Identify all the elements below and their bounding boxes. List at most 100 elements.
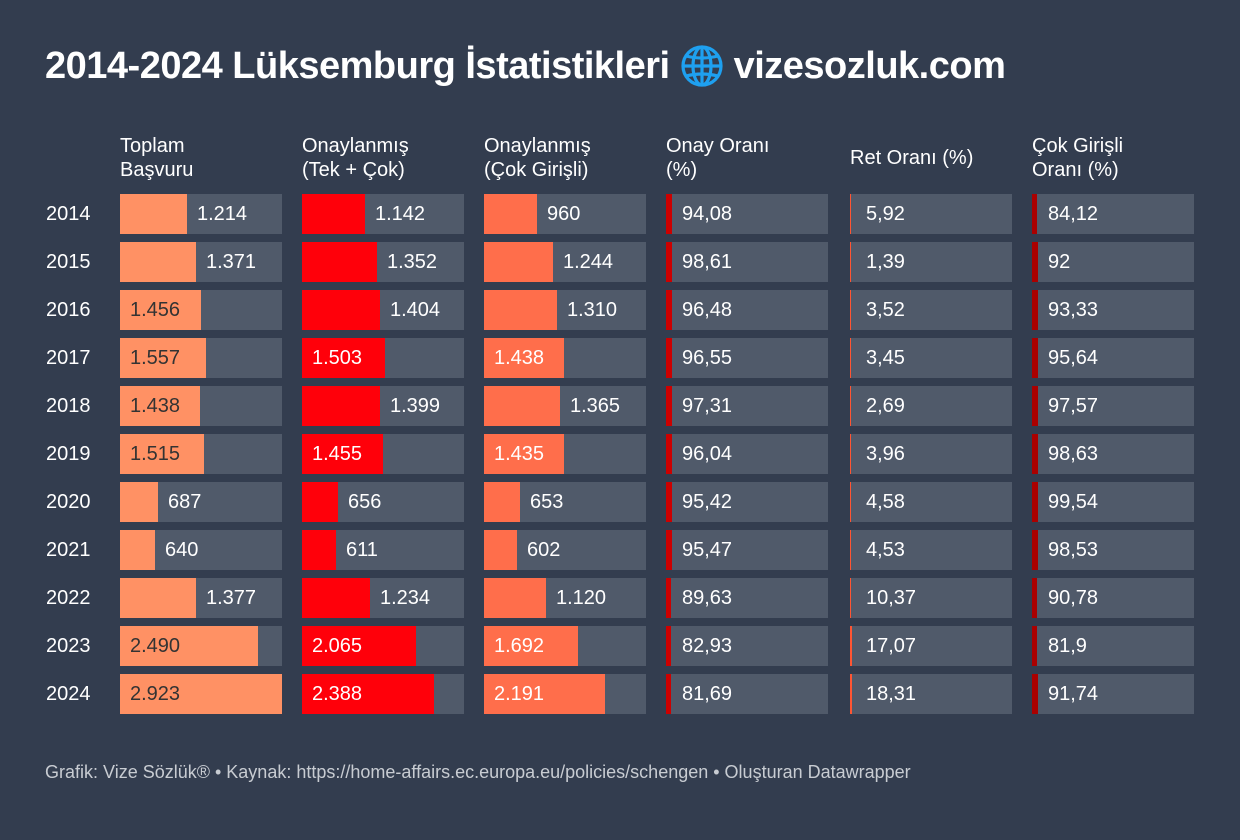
value-label: 1.435 <box>494 443 545 465</box>
chart-title: 2014-2024 Lüksemburg İstatistikleri vize… <box>45 44 1006 88</box>
value-label: 1.310 <box>567 299 618 321</box>
value-label: 960 <box>547 203 581 225</box>
bar-approved <box>302 194 365 234</box>
cell-refusal-rate: 3,45 <box>850 338 1012 378</box>
value-label: 1.557 <box>130 347 181 369</box>
value-label: 1.455 <box>312 443 363 465</box>
cell-multi: 1.365 <box>484 386 646 426</box>
value-label: 611 <box>346 539 378 561</box>
value-label: 4,53 <box>866 539 905 561</box>
value-label: 92 <box>1048 251 1071 273</box>
value-label: 84,12 <box>1048 203 1099 225</box>
bar-multi-rate <box>1032 578 1037 618</box>
value-label: 99,54 <box>1048 491 1099 513</box>
value-label: 3,96 <box>866 443 905 465</box>
bar-approval-rate <box>666 290 672 330</box>
value-label: 98,53 <box>1048 539 1099 561</box>
cell-multi-rate: 95,64 <box>1032 338 1194 378</box>
cell-approval-rate: 97,31 <box>666 386 828 426</box>
bar-multi <box>484 482 520 522</box>
value-label: 1,39 <box>866 251 905 273</box>
bar-approved <box>302 482 338 522</box>
bar-total <box>120 434 204 474</box>
value-label: 97,57 <box>1048 395 1099 417</box>
value-label: 1.234 <box>380 587 431 609</box>
value-label: 95,47 <box>682 539 733 561</box>
cell-refusal-rate: 2,69 <box>850 386 1012 426</box>
cell-multi-rate: 81,9 <box>1032 626 1194 666</box>
column-headers: Toplam Başvuru Onaylanmış (Tek + Çok) Onay… <box>0 134 1240 184</box>
bar-refusal-rate <box>850 386 851 426</box>
value-label: 687 <box>168 491 202 513</box>
value-label: 98,63 <box>1048 443 1099 465</box>
cell-multi-rate: 92 <box>1032 242 1194 282</box>
bar-refusal-rate <box>850 674 852 714</box>
cell-refusal-rate: 17,07 <box>850 626 1012 666</box>
value-label: 2.065 <box>312 635 363 657</box>
bar-approval-rate <box>666 578 671 618</box>
bar-total <box>120 338 206 378</box>
value-label: 98,61 <box>682 251 733 273</box>
title-site: vizesozluk.com <box>733 44 1006 87</box>
bar-approval-rate <box>666 674 671 714</box>
bar-multi-rate <box>1032 482 1038 522</box>
cell-approval-rate: 96,04 <box>666 434 828 474</box>
value-label: 602 <box>527 539 561 561</box>
bar-total <box>120 530 155 570</box>
year-label: 2018 <box>46 395 91 417</box>
bar-multi-rate <box>1032 674 1038 714</box>
cell-multi: 653 <box>484 482 646 522</box>
year-label: 2019 <box>46 443 91 465</box>
value-label: 1.244 <box>563 251 614 273</box>
cell-approval-rate: 82,93 <box>666 626 828 666</box>
cell-refusal-rate: 4,58 <box>850 482 1012 522</box>
bar-refusal-rate <box>850 434 851 474</box>
cell-total: 2.923 <box>120 674 282 714</box>
year-label: 2017 <box>46 347 91 369</box>
bar-approval-rate <box>666 482 672 522</box>
cell-approved: 2.065 <box>302 626 464 666</box>
bar-multi <box>484 434 564 474</box>
table-row: 2015 1.371 1.352 1.244 98,61 1,39 92 <box>0 242 1240 282</box>
year-label: 2022 <box>46 587 91 609</box>
bar-multi <box>484 194 537 234</box>
cell-multi-rate: 99,54 <box>1032 482 1194 522</box>
cell-approval-rate: 81,69 <box>666 674 828 714</box>
bar-approval-rate <box>666 386 672 426</box>
bar-refusal-rate <box>850 626 852 666</box>
cell-total: 1.557 <box>120 338 282 378</box>
cell-multi: 2.191 <box>484 674 646 714</box>
column-header-refusal-rate: Ret Oranı (%) <box>850 147 974 169</box>
column-header-multi: Onaylanmış (Çok Girişli) <box>484 135 591 181</box>
cell-refusal-rate: 1,39 <box>850 242 1012 282</box>
cell-refusal-rate: 18,31 <box>850 674 1012 714</box>
table-row: 2020 687 656 653 95,42 4,58 99,54 <box>0 482 1240 522</box>
value-label: 2.191 <box>494 683 545 705</box>
cell-multi-rate: 93,33 <box>1032 290 1194 330</box>
cell-total: 1.377 <box>120 578 282 618</box>
table-row: 2017 1.557 1.503 1.438 96,55 3,45 95,64 <box>0 338 1240 378</box>
value-label: 1.404 <box>390 299 441 321</box>
bar-approved <box>302 290 380 330</box>
bar-total <box>120 482 158 522</box>
bar-total <box>120 674 282 714</box>
cell-approved: 1.455 <box>302 434 464 474</box>
bar-approval-rate <box>666 434 672 474</box>
cell-multi: 1.438 <box>484 338 646 378</box>
bar-approved <box>302 242 377 282</box>
cell-multi: 602 <box>484 530 646 570</box>
value-label: 1.214 <box>197 203 248 225</box>
bar-approval-rate <box>666 242 672 282</box>
cell-multi: 1.310 <box>484 290 646 330</box>
bar-total <box>120 290 201 330</box>
cell-multi: 1.692 <box>484 626 646 666</box>
table-row: 2014 1.214 1.142 960 94,08 5,92 84,12 <box>0 194 1240 234</box>
bar-approval-rate <box>666 530 672 570</box>
bar-approved <box>302 674 434 714</box>
bar-multi <box>484 242 553 282</box>
cell-total: 1.515 <box>120 434 282 474</box>
value-label: 81,9 <box>1048 635 1087 657</box>
value-label: 93,33 <box>1048 299 1099 321</box>
cell-multi-rate: 97,57 <box>1032 386 1194 426</box>
bar-approved <box>302 338 385 378</box>
